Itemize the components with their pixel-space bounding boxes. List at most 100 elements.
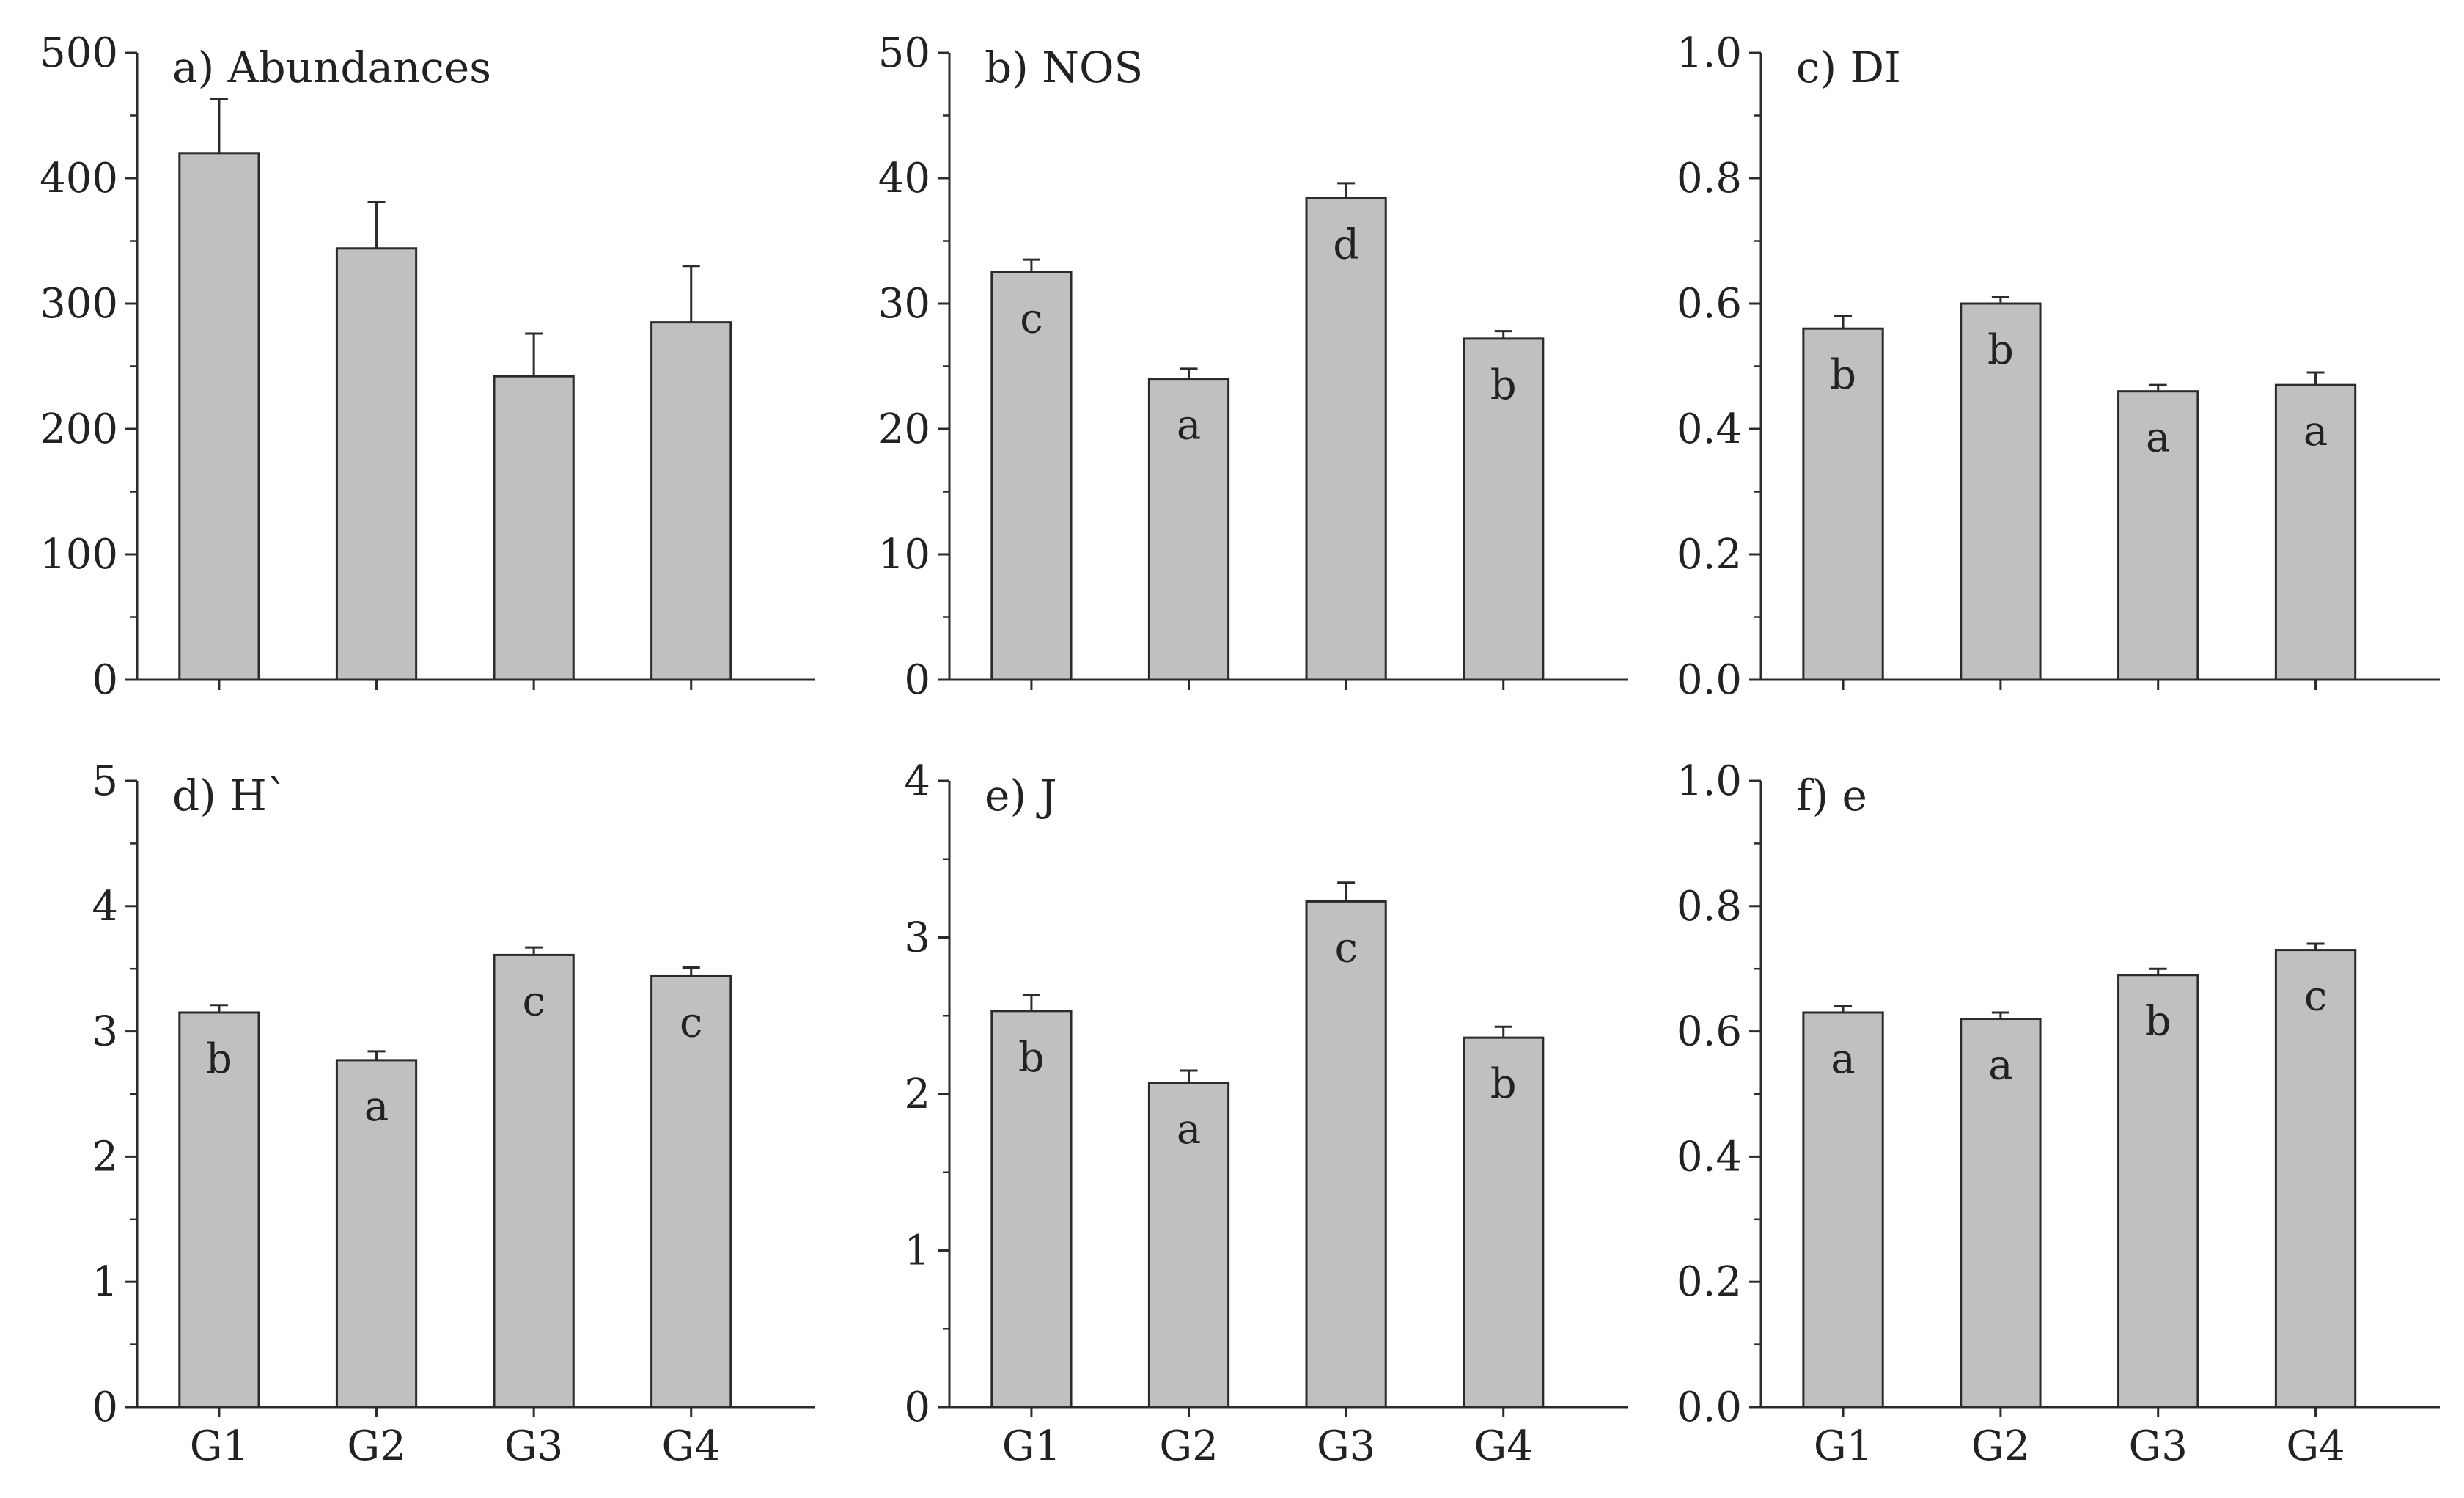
panel-title: c) DI	[1796, 43, 1901, 92]
x-tick-label-G1: G1	[190, 1422, 249, 1470]
bar-G1	[1802, 327, 1884, 681]
y-tick-label-4: 0.8	[1677, 155, 1742, 202]
y-tick-label-4: 0.8	[1677, 883, 1742, 930]
y-tick-label-2: 2	[92, 1133, 118, 1181]
panel-title: f) e	[1796, 771, 1867, 820]
panel-e: 0 1 2 3 4 b G1 a G2 c G3 b G4 e) J	[904, 757, 1628, 1470]
panel-title: e) J	[985, 771, 1057, 820]
significance-letter-G1: b	[1018, 1034, 1045, 1082]
bar-G1	[990, 271, 1073, 681]
bar-G3	[493, 953, 575, 1409]
y-tick-label-1: 0.2	[1677, 531, 1742, 579]
panel-f: 0.0 0.2 0.4 0.6 0.8 1.0 a G1 a G2 b G3 c G4 f) e	[1677, 757, 2440, 1470]
bar-G1	[178, 1011, 260, 1409]
significance-letter-G2: b	[1987, 326, 2014, 374]
significance-letter-G3: a	[2146, 414, 2170, 462]
bar-G4	[2274, 949, 2357, 1409]
y-tick-label-1: 100	[40, 531, 118, 579]
x-tick-label-G4: G4	[2286, 1422, 2345, 1470]
y-tick-label-2: 200	[40, 405, 118, 453]
panel-d: 0 1 2 3 4 5 b G1 a G2 c G3 c G4 d) H`	[92, 757, 815, 1470]
y-tick-label-3: 0.6	[1677, 1008, 1742, 1056]
significance-letter-G4: a	[2303, 408, 2328, 455]
y-tick-label-5: 5	[92, 757, 118, 805]
panel-b: 0 10 20 30 40 50 c a d b b) NOS	[878, 29, 1628, 704]
significance-letter-G1: b	[1830, 351, 1856, 399]
y-tick-label-0: 0	[92, 1384, 118, 1431]
panel-c: 0.0 0.2 0.4 0.6 0.8 1.0 b b a a c) DI	[1677, 29, 2440, 704]
panel-title: d) H`	[172, 771, 288, 820]
bar-G2	[1147, 1082, 1230, 1409]
significance-letter-G3: c	[1334, 924, 1357, 972]
bar-G4	[1463, 337, 1545, 681]
bar-G4	[650, 974, 732, 1409]
y-tick-label-5: 500	[40, 29, 118, 77]
y-tick-label-5: 1.0	[1677, 757, 1742, 805]
x-tick-label-G4: G4	[1474, 1422, 1533, 1470]
y-tick-label-2: 0.4	[1677, 405, 1742, 453]
significance-letter-G3: d	[1333, 221, 1359, 268]
bar-G2	[1960, 302, 2042, 681]
x-tick-label-G3: G3	[1317, 1422, 1375, 1470]
bar-G4	[650, 321, 732, 681]
x-tick-label-G2: G2	[1971, 1422, 2030, 1470]
bar-G4	[2274, 383, 2357, 681]
y-tick-label-3: 3	[904, 914, 930, 962]
panel-title: b) NOS	[985, 43, 1143, 92]
bar-G1	[990, 1010, 1073, 1409]
significance-letter-G4: c	[2304, 973, 2327, 1021]
x-tick-label-G2: G2	[1159, 1422, 1218, 1470]
x-tick-label-G1: G1	[1814, 1422, 1872, 1470]
y-tick-label-2: 20	[878, 405, 930, 453]
significance-letter-G2: a	[1988, 1042, 2012, 1090]
y-tick-label-0: 0	[92, 656, 118, 704]
significance-letter-G4: b	[1490, 361, 1517, 409]
bar-G4	[1463, 1036, 1545, 1409]
panel-a: 0 100 200 300 400 500 a) Abundances	[40, 29, 815, 704]
y-tick-label-3: 300	[40, 280, 118, 328]
significance-letter-G2: a	[1177, 402, 1201, 449]
significance-letter-G3: c	[522, 977, 545, 1025]
x-tick-label-G2: G2	[347, 1422, 405, 1470]
y-tick-label-1: 10	[878, 531, 930, 579]
y-tick-label-0: 0	[904, 656, 930, 704]
y-tick-label-3: 30	[878, 280, 930, 328]
bar-G1	[1802, 1011, 1884, 1409]
bar-G2	[1147, 378, 1230, 681]
bar-G3	[2117, 974, 2199, 1409]
y-tick-label-0: 0	[904, 1384, 930, 1431]
y-tick-label-5: 50	[878, 29, 930, 77]
bar-G2	[335, 1059, 418, 1409]
significance-letter-G2: a	[364, 1083, 389, 1131]
bar-G3	[493, 375, 575, 681]
y-tick-label-3: 3	[92, 1008, 118, 1056]
y-tick-label-1: 1	[92, 1258, 118, 1306]
y-tick-label-3: 0.6	[1677, 280, 1742, 328]
y-tick-label-2: 2	[904, 1071, 930, 1118]
significance-letter-G4: b	[1490, 1060, 1517, 1108]
y-tick-label-4: 4	[904, 757, 930, 805]
y-tick-label-2: 0.4	[1677, 1133, 1742, 1181]
bar-G3	[1305, 197, 1387, 681]
y-tick-label-4: 4	[92, 883, 118, 930]
bar-G2	[1960, 1018, 2042, 1409]
significance-letter-G3: b	[2145, 998, 2171, 1046]
y-tick-label-4: 40	[878, 155, 930, 202]
y-tick-label-1: 1	[904, 1227, 930, 1275]
significance-letter-G1: a	[1831, 1035, 1855, 1083]
y-tick-label-5: 1.0	[1677, 29, 1742, 77]
y-tick-label-0: 0.0	[1677, 656, 1742, 704]
significance-letter-G2: a	[1177, 1106, 1201, 1153]
x-tick-label-G4: G4	[662, 1422, 721, 1470]
x-tick-label-G3: G3	[504, 1422, 563, 1470]
bar-G1	[178, 152, 260, 681]
y-tick-label-0: 0.0	[1677, 1384, 1742, 1431]
y-tick-label-4: 400	[40, 155, 118, 202]
significance-letter-G4: c	[680, 999, 702, 1046]
bar-G3	[2117, 390, 2199, 681]
bar-G2	[335, 247, 418, 681]
x-tick-label-G1: G1	[1002, 1422, 1061, 1470]
bar-G3	[1305, 900, 1387, 1409]
significance-letter-G1: b	[206, 1035, 232, 1083]
